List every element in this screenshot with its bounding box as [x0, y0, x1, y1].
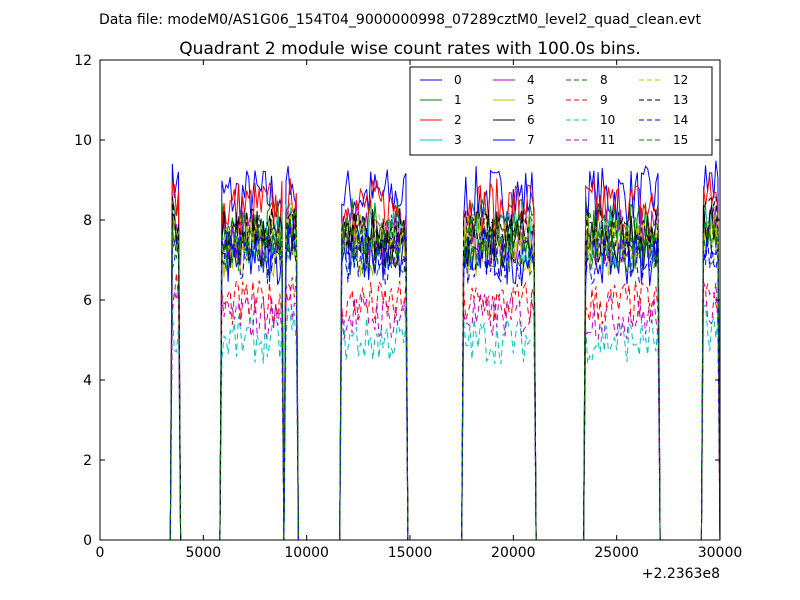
- x-tick-label: 25000: [594, 545, 639, 561]
- y-tick-label: 0: [83, 533, 92, 549]
- x-tick-label: 10000: [284, 545, 329, 561]
- x-tick-label: 5000: [186, 545, 222, 561]
- y-tick-label: 10: [74, 133, 92, 149]
- x-tick-label: 15000: [388, 545, 433, 561]
- legend-label-3: 3: [454, 133, 462, 147]
- x-tick-label: 0: [96, 545, 105, 561]
- y-tick-label: 8: [83, 213, 92, 229]
- series-line-15: [169, 202, 720, 540]
- legend-label-11: 11: [600, 133, 615, 147]
- series-line-11: [169, 280, 720, 540]
- x-tick-label: 20000: [491, 545, 536, 561]
- y-tick-label: 2: [83, 453, 92, 469]
- series-line-14: [169, 225, 720, 540]
- figure-suptitle: Data file: modeM0/AS1G06_154T04_90000009…: [99, 12, 701, 28]
- y-tick-label: 6: [83, 293, 92, 309]
- legend-label-14: 14: [673, 113, 688, 127]
- series-line-0: [169, 160, 720, 540]
- legend-label-1: 1: [454, 93, 462, 107]
- legend-frame: [409, 66, 713, 156]
- x-tick-label: 30000: [698, 545, 743, 561]
- x-axis: 0 5000 10000 15000 20000 25000 30000: [96, 60, 743, 561]
- series-layer: [169, 160, 720, 540]
- y-tick-label: 12: [74, 53, 92, 69]
- x-offset-label: +2.2363e8: [642, 566, 720, 582]
- legend-label-8: 8: [600, 73, 608, 87]
- series-line-12: [169, 206, 720, 540]
- series-line-8: [169, 216, 720, 540]
- legend-label-15: 15: [673, 133, 688, 147]
- legend-label-10: 10: [600, 113, 615, 127]
- legend-label-6: 6: [527, 113, 535, 127]
- legend-label-5: 5: [527, 93, 535, 107]
- legend-label-13: 13: [673, 93, 688, 107]
- series-line-13: [169, 196, 720, 540]
- legend-label-12: 12: [673, 73, 688, 87]
- legend-label-7: 7: [527, 133, 535, 147]
- y-tick-label: 4: [83, 373, 92, 389]
- series-line-10: [169, 304, 720, 540]
- legend-label-2: 2: [454, 113, 462, 127]
- legend-label-0: 0: [454, 73, 462, 87]
- legend-label-9: 9: [600, 93, 608, 107]
- series-line-9: [169, 272, 720, 540]
- legend-label-4: 4: [527, 73, 535, 87]
- chart-title: Quadrant 2 module wise count rates with …: [179, 39, 640, 59]
